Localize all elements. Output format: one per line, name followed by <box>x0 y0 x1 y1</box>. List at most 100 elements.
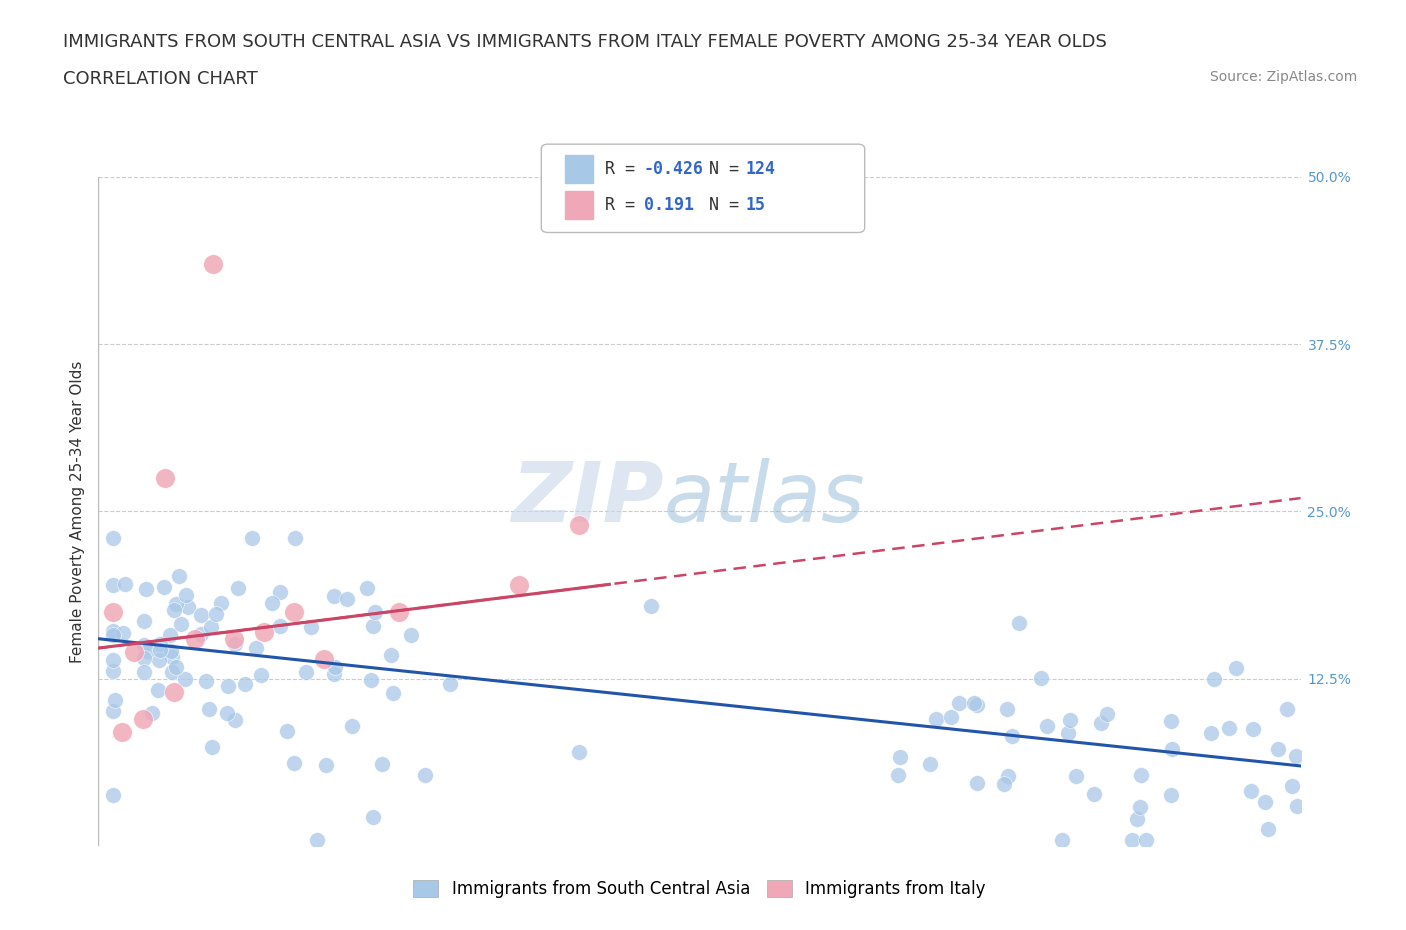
Text: Source: ZipAtlas.com: Source: ZipAtlas.com <box>1209 70 1357 84</box>
Point <box>240 531 263 546</box>
Point <box>200 620 222 635</box>
Point <box>1239 784 1261 799</box>
Y-axis label: Female Poverty Among 25-34 Year Olds: Female Poverty Among 25-34 Year Olds <box>69 360 84 663</box>
Point <box>146 683 169 698</box>
Point <box>104 693 127 708</box>
Text: 15: 15 <box>745 195 765 214</box>
Point <box>1254 795 1277 810</box>
Point <box>299 620 322 635</box>
Point <box>568 745 591 760</box>
Point <box>1241 722 1264 737</box>
Point <box>1275 701 1298 716</box>
Point <box>222 631 245 646</box>
Point <box>149 637 172 652</box>
Point <box>1001 729 1024 744</box>
Point <box>966 776 988 790</box>
Point <box>1285 798 1308 813</box>
Text: -0.426: -0.426 <box>644 160 704 179</box>
Point <box>1218 721 1240 736</box>
Point <box>325 659 347 674</box>
Point <box>217 678 239 693</box>
Point <box>439 676 461 691</box>
Point <box>342 719 364 734</box>
Point <box>132 614 155 629</box>
Point <box>195 673 218 688</box>
Point <box>415 767 437 782</box>
Point <box>103 788 125 803</box>
Point <box>508 578 530 592</box>
Point <box>165 659 187 674</box>
Point <box>201 257 224 272</box>
Point <box>103 531 125 546</box>
Point <box>173 671 195 686</box>
Point <box>323 667 346 682</box>
Point <box>167 568 190 583</box>
Point <box>380 647 402 662</box>
Point <box>160 665 183 680</box>
Point <box>224 712 246 727</box>
Point <box>993 777 1015 791</box>
Point <box>1029 671 1052 685</box>
Point <box>356 580 378 595</box>
Point <box>1285 749 1308 764</box>
Point <box>201 739 224 754</box>
Point <box>134 650 156 665</box>
Point <box>209 595 232 610</box>
Point <box>114 577 136 591</box>
Point <box>1083 787 1105 802</box>
Point <box>997 768 1019 783</box>
Point <box>205 606 228 621</box>
Point <box>1161 741 1184 756</box>
Point <box>962 696 984 711</box>
Point <box>371 757 394 772</box>
Point <box>135 581 157 596</box>
Point <box>1050 832 1073 847</box>
Point <box>568 517 591 532</box>
Point <box>1008 616 1031 631</box>
Point <box>1257 821 1279 836</box>
Point <box>1130 768 1153 783</box>
Point <box>269 618 291 633</box>
Point <box>1135 832 1157 847</box>
Point <box>315 757 337 772</box>
Point <box>1095 706 1118 721</box>
Point <box>887 768 910 783</box>
Point <box>160 649 183 664</box>
Point <box>159 628 181 643</box>
Point <box>190 607 212 622</box>
Text: R =: R = <box>605 160 644 179</box>
Point <box>190 626 212 641</box>
Text: N =: N = <box>709 160 748 179</box>
Point <box>260 595 283 610</box>
Point <box>1160 713 1182 728</box>
Point <box>388 604 411 619</box>
Point <box>124 644 146 659</box>
Point <box>103 578 125 593</box>
Point <box>152 579 174 594</box>
Point <box>364 604 387 619</box>
Point <box>889 750 911 764</box>
Text: N =: N = <box>709 195 759 214</box>
Point <box>103 628 125 643</box>
Point <box>995 702 1018 717</box>
Point <box>966 698 988 712</box>
Point <box>224 636 246 651</box>
Point <box>1126 812 1149 827</box>
Point <box>1036 718 1059 733</box>
Text: CORRELATION CHART: CORRELATION CHART <box>63 70 259 87</box>
Point <box>269 584 291 599</box>
Point <box>276 724 298 738</box>
Point <box>336 591 359 606</box>
Point <box>135 644 157 658</box>
Point <box>305 832 328 847</box>
Point <box>1281 778 1303 793</box>
Point <box>1059 712 1081 727</box>
Point <box>1225 661 1247 676</box>
Point <box>1202 671 1225 686</box>
Point <box>294 665 316 680</box>
Point <box>112 626 135 641</box>
Point <box>215 705 238 720</box>
Point <box>361 618 384 633</box>
Text: atlas: atlas <box>664 458 865 538</box>
Point <box>1267 741 1289 756</box>
